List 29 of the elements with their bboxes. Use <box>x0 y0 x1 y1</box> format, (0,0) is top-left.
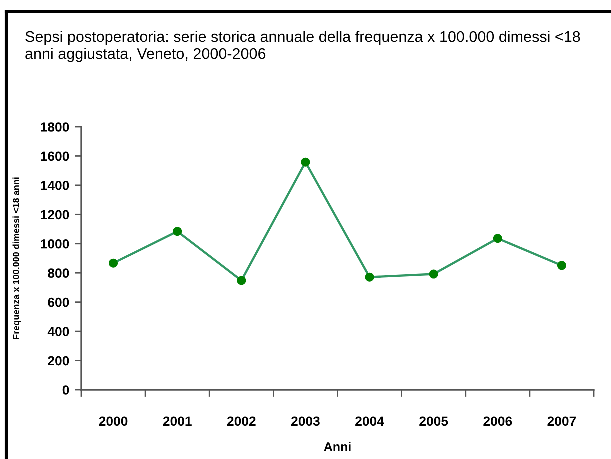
y-tick-label: 400 <box>48 327 70 336</box>
point <box>173 227 182 236</box>
x-tick-label: 2004 <box>356 416 384 426</box>
y-tick-label: 1800 <box>41 122 70 132</box>
point <box>301 158 310 167</box>
y-tick-label: 1600 <box>41 152 70 162</box>
point <box>429 270 438 279</box>
chart-title: Sepsi postoperatoria: serie storica annuale della frequenza x 100.000 dimessi <18 anni aggiustata, Veneto, 2000-2006 <box>26 31 580 62</box>
x-tick-label: 2006 <box>484 416 512 426</box>
y-axis-title: Frequenza x 100.000 dimessi <18 anni <box>12 178 22 340</box>
point <box>109 258 118 268</box>
x-tick-label: 2003 <box>292 416 320 426</box>
y-tick-label: 1000 <box>41 239 70 249</box>
x-tick-label: 2000 <box>99 416 128 426</box>
x-tick-label: 2001 <box>163 416 192 426</box>
y-tick-label: 0 <box>62 386 70 395</box>
y-tick-label: 200 <box>48 356 70 366</box>
y-tick-label: 1200 <box>41 210 70 220</box>
x-tick-label: 2002 <box>227 416 256 426</box>
point <box>557 261 566 270</box>
point <box>365 272 374 282</box>
y-tick-label: 600 <box>48 298 70 308</box>
x-axis-title: Anni <box>324 442 351 452</box>
y-tick-label: 800 <box>48 268 70 278</box>
x-tick-label: 2005 <box>420 416 448 426</box>
point <box>493 234 502 244</box>
y-tick-label: 1400 <box>41 181 70 190</box>
x-tick-label: 2007 <box>548 416 576 426</box>
point <box>237 276 246 286</box>
